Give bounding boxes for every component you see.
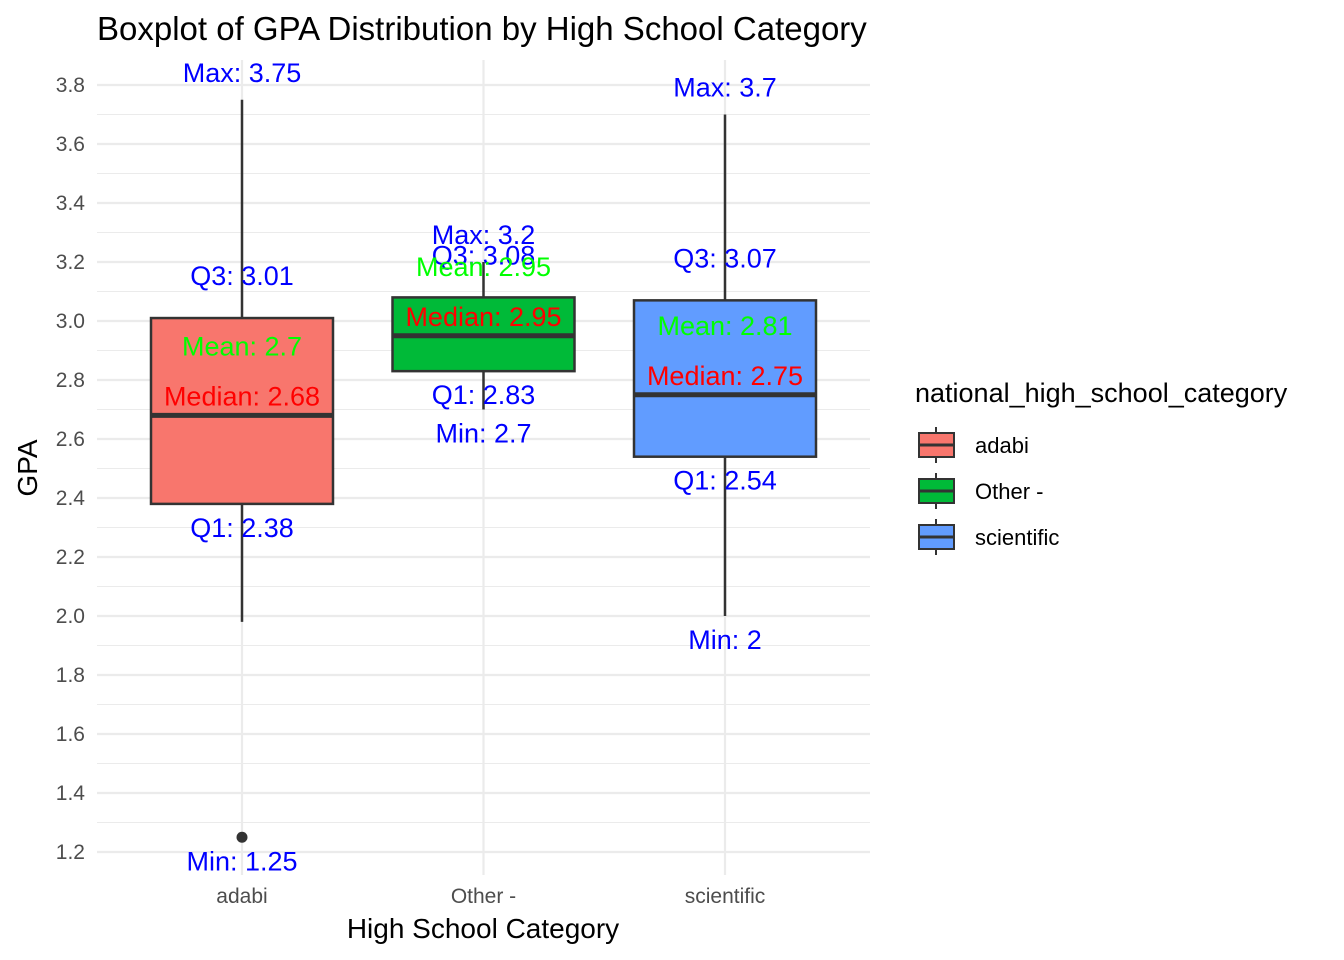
x-tick-label: adabi (216, 885, 267, 908)
y-tick-label: 2.6 (56, 428, 85, 451)
chart-title: Boxplot of GPA Distribution by High Scho… (97, 10, 867, 47)
annotation-mean: Mean: 2.7 (182, 331, 302, 361)
annotation-q1: Q1: 2.38 (190, 513, 294, 543)
y-tick-label: 2.2 (56, 546, 85, 569)
y-tick-labels: 1.2 1.4 1.6 1.8 2.0 2.2 2.4 2.6 2.8 3.0 3.2 3.4 3.6 3… (56, 74, 86, 864)
legend-item: Other - (918, 473, 1043, 509)
y-tick-label: 1.8 (56, 664, 85, 687)
legend-label: scientific (975, 525, 1059, 550)
boxes (149, 99, 818, 843)
annotation-q1: Q1: 2.83 (432, 380, 536, 410)
legend-item: adabi (918, 427, 1029, 463)
legend: national_high_school_category adabi Other… (915, 378, 1288, 555)
legend-item: scientific (918, 519, 1059, 555)
y-tick-label: 3.6 (56, 133, 85, 156)
box-2 (632, 114, 818, 616)
annotation-max: Max: 3.2 (432, 220, 536, 250)
box-annotations: Max: 3.75 Q3: 3.01 Mean: 2.7 Median: 2.68 Q1… (164, 58, 803, 876)
outlier-point (236, 831, 248, 843)
y-tick-label: 2.4 (56, 487, 86, 510)
x-tick-labels: adabi Other - scientific (216, 885, 765, 908)
annotation-q3: Q3: 3.07 (673, 243, 777, 273)
y-tick-label: 2.8 (56, 369, 85, 392)
y-tick-label: 2.0 (56, 605, 85, 628)
x-tick-label: Other - (451, 885, 516, 908)
y-tick-label: 3.0 (56, 310, 85, 333)
annotation-max: Max: 3.7 (673, 73, 777, 103)
x-axis-title: High School Category (347, 913, 619, 944)
annotation-mean: Mean: 2.95 (416, 252, 551, 282)
y-tick-label: 3.2 (56, 251, 85, 274)
annotation-mean: Mean: 2.81 (657, 311, 792, 341)
y-tick-label: 1.2 (56, 841, 85, 864)
y-tick-label: 1.6 (56, 723, 85, 746)
annotation-min: Min: 1.25 (186, 846, 297, 876)
annotation-median: Median: 2.75 (647, 361, 803, 391)
box-body (632, 299, 818, 458)
y-tick-label: 1.4 (56, 782, 86, 805)
annotation-q3: Q3: 3.01 (190, 261, 294, 291)
annotation-min: Min: 2.7 (435, 419, 531, 449)
legend-label: Other - (975, 479, 1043, 504)
annotation-min: Min: 2 (688, 625, 762, 655)
legend-title: national_high_school_category (915, 378, 1288, 408)
y-tick-label: 3.8 (56, 74, 85, 97)
box-body (149, 316, 335, 506)
annotation-max: Max: 3.75 (183, 58, 302, 88)
legend-label: adabi (975, 433, 1029, 458)
y-axis-title: GPA (12, 439, 43, 496)
grid-lines (97, 60, 870, 875)
annotation-q3: Q3: 3.08 (432, 240, 536, 270)
y-tick-label: 3.4 (56, 192, 86, 215)
annotation-median: Median: 2.95 (405, 302, 561, 332)
box-0 (149, 99, 335, 843)
annotation-median: Median: 2.68 (164, 381, 320, 411)
x-tick-label: scientific (685, 885, 766, 908)
box-1 (391, 262, 576, 410)
annotation-q1: Q1: 2.54 (673, 466, 777, 496)
